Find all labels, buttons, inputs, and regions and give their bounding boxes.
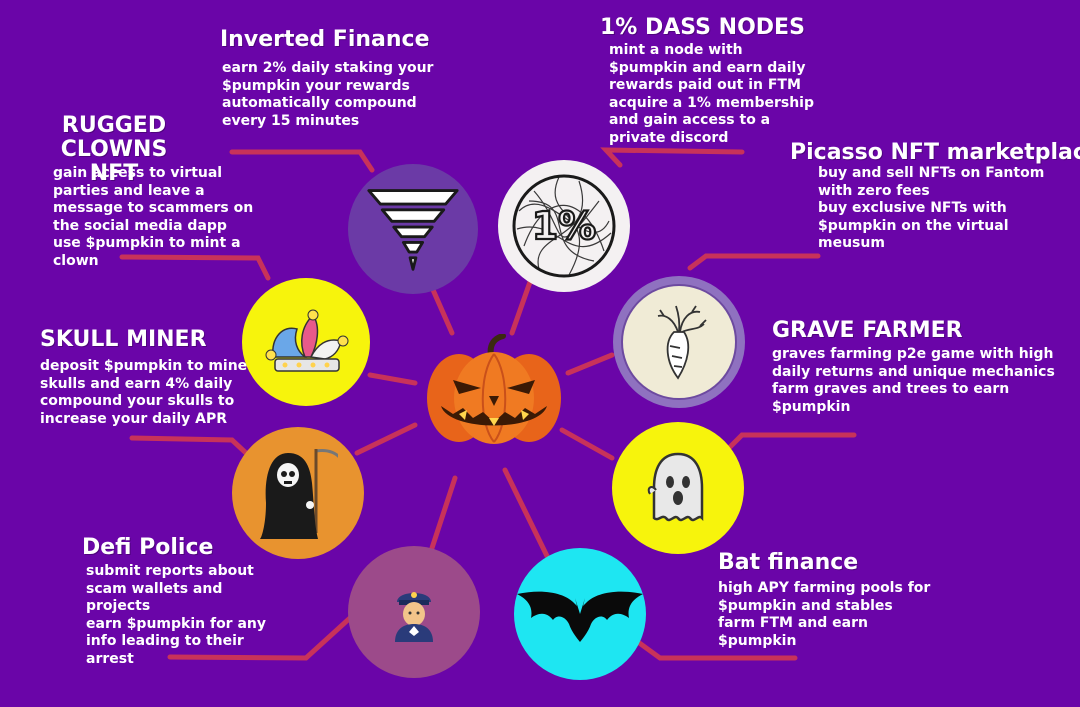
dass-nodes-title: 1% DASS NODES <box>600 15 805 40</box>
one-percent-label: 1% <box>532 204 597 248</box>
connector-line <box>129 435 249 456</box>
grave-farmer-description: graves farming p2e game with high daily … <box>772 346 1055 415</box>
bat-finance-circle <box>514 548 646 680</box>
skull-miner-title: SKULL MINER <box>40 327 207 352</box>
police-officer-icon <box>395 592 433 642</box>
connector-line <box>229 149 375 173</box>
connector-line <box>635 639 798 661</box>
connector-line <box>559 427 615 461</box>
rugged-clowns-title: RUGGED CLOWNS NFT <box>60 113 168 186</box>
bat-finance-title: Bat finance <box>718 550 859 575</box>
rugged-clowns-description: gain access to virtual parties and leave… <box>53 165 254 269</box>
connector-line <box>565 352 615 376</box>
grave-farmer-circle <box>612 422 744 554</box>
defi-police-title: Defi Police <box>82 535 214 560</box>
picasso-description: buy and sell NFTs on Fantom with zero fe… <box>818 165 1045 252</box>
skull-miner-description: deposit $pumpkin to mine skulls and earn… <box>40 358 248 427</box>
skull-miner-circle <box>232 427 364 559</box>
bat-icon <box>517 591 643 642</box>
connector-line <box>600 147 745 168</box>
carrot-icon <box>657 305 707 380</box>
defi-police-circle <box>348 546 480 678</box>
one-percent-icon: 1% <box>512 174 616 278</box>
connector-line <box>367 372 418 386</box>
dass-nodes-circle: 1% <box>498 160 630 292</box>
connector-line <box>727 432 857 450</box>
connector-line <box>429 475 458 551</box>
rugged-clowns-circle <box>242 278 370 406</box>
connector-line <box>509 279 533 336</box>
connector-line <box>687 253 821 271</box>
connector-line <box>119 254 271 281</box>
grim-reaper-icon <box>260 449 338 539</box>
bat-finance-description: high APY farming pools for $pumpkin and … <box>718 580 931 649</box>
dass-nodes-description: mint a node with $pumpkin and earn daily… <box>609 42 814 146</box>
defi-police-description: submit reports about scam wallets and pr… <box>86 563 267 667</box>
grave-farmer-title: GRAVE FARMER <box>772 318 963 343</box>
inverted-pyramid-icon <box>367 189 459 271</box>
center-pumpkin <box>414 330 574 450</box>
inverted-finance-title: Inverted Finance <box>220 27 430 52</box>
jester-hat-icon <box>265 309 349 372</box>
picasso-circle <box>613 276 745 408</box>
connector-line <box>167 615 353 661</box>
connector-line <box>354 422 418 456</box>
inverted-finance-circle <box>348 164 478 294</box>
jack-o-lantern-icon <box>427 334 561 444</box>
connector-line <box>427 280 455 336</box>
ghost-icon <box>647 452 704 522</box>
connector-line <box>502 467 550 559</box>
inverted-finance-description: earn 2% daily staking your $pumpkin your… <box>222 60 434 129</box>
picasso-title: Picasso NFT marketplace <box>790 140 1080 165</box>
picasso-inner-circle <box>621 284 737 400</box>
